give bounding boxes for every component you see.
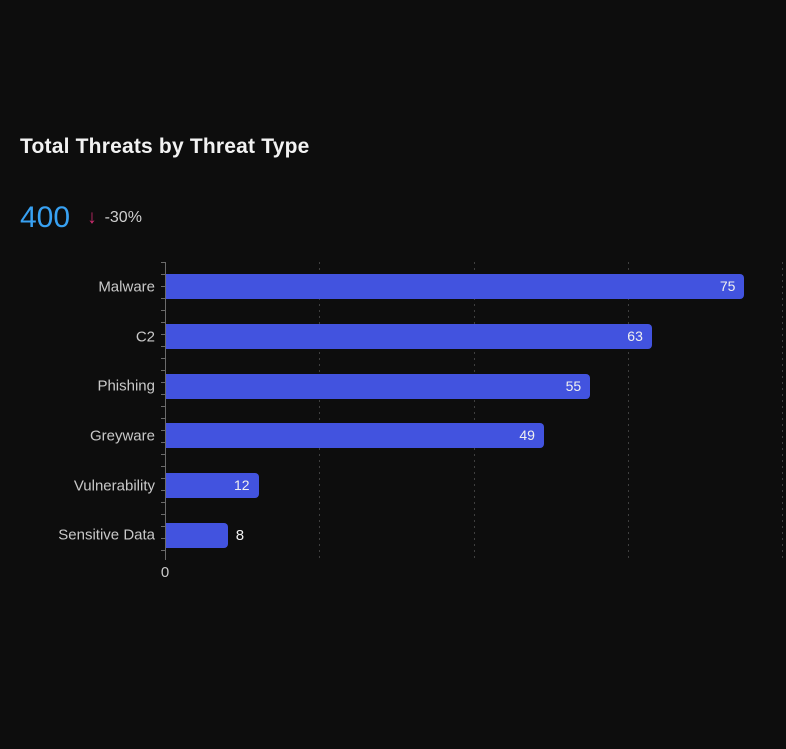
bar-phishing[interactable]: 55	[166, 373, 591, 399]
bar-greyware[interactable]: 49	[166, 423, 544, 449]
chart-title: Total Threats by Threat Type	[20, 135, 310, 158]
trend-down-arrow-icon: ↓	[87, 207, 97, 228]
category-label-c2: C2	[135, 328, 155, 345]
bar-c2[interactable]: 63	[166, 324, 652, 349]
y-axis-ticks	[161, 262, 165, 560]
bar-value-c2: 63	[627, 328, 643, 344]
bar-value-greyware: 49	[519, 427, 535, 444]
bar-malware[interactable]: 75	[166, 274, 745, 300]
category-label-phishing: Phishing	[97, 377, 155, 395]
category-label-vulnerability: Vulnerability	[73, 477, 155, 494]
bar-value-phishing: 55	[565, 377, 582, 394]
y-axis-line	[165, 262, 166, 560]
bar-value-malware: 75	[719, 278, 736, 295]
gridline-60	[627, 262, 629, 560]
category-label-greyware: Greyware	[89, 427, 155, 445]
kpi-delta-percent: -30%	[104, 209, 142, 226]
kpi-summary: 400 ↓ -30%	[20, 202, 142, 234]
bar-vulnerability[interactable]: 12	[166, 473, 259, 498]
bar-value-vulnerability: 12	[233, 477, 250, 493]
plot-area: 75 63 55 49 12 8	[161, 262, 783, 560]
gridline-80	[782, 262, 783, 560]
gridline-20	[319, 262, 321, 560]
gridline-40	[473, 262, 475, 560]
category-label-malware: Malware	[98, 278, 155, 296]
x-axis-zero-label: 0	[160, 564, 170, 581]
kpi-total-value: 400	[20, 201, 71, 234]
bar-value-sensitive-data: 8	[235, 526, 245, 544]
category-label-sensitive-data: Sensitive Data	[58, 526, 155, 544]
bar-sensitive-data[interactable]: 8	[166, 522, 244, 548]
category-axis-labels: Malware C2 Phishing Greyware Vulnerability Se…	[0, 262, 155, 560]
